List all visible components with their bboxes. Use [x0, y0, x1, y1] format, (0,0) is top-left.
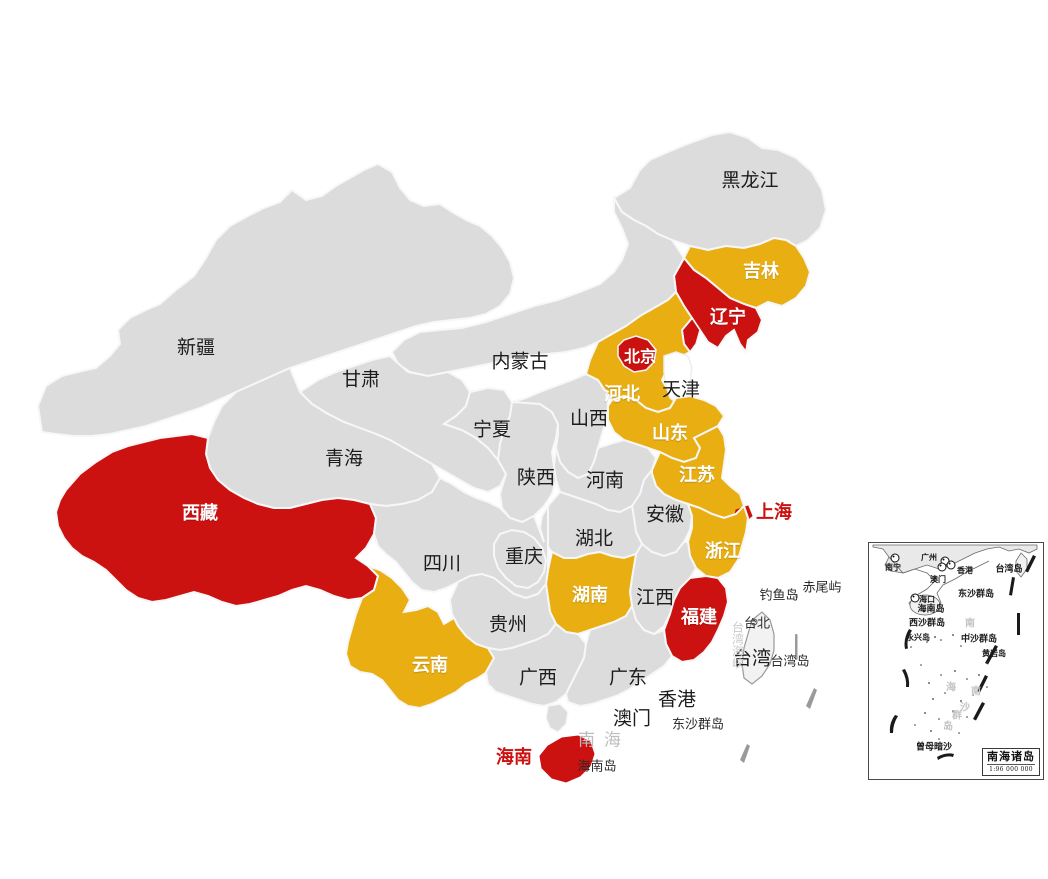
inset-watermark-dao: 岛: [943, 721, 953, 733]
province-inner-mongolia-shape[interactable]: [390, 194, 686, 378]
leizhou-peninsula-shape[interactable]: [545, 703, 569, 733]
inset-watermark-nan-2: 南: [971, 686, 981, 698]
inset-map-graphic: [872, 544, 1038, 760]
inset-title-text: 南海诸岛: [987, 750, 1035, 763]
city-dot-nanning-icon: [890, 553, 900, 563]
inset-watermark-nan-1: 南: [965, 618, 975, 630]
inset-mainland-coast: [872, 544, 1038, 574]
inset-nine-dash-line: [889, 555, 1036, 760]
inset-watermark-hai: 海: [946, 682, 956, 694]
city-dot-haikou-icon: [910, 593, 920, 603]
taiwan-island-shape[interactable]: [741, 611, 775, 685]
inset-taiwan-island: [1015, 552, 1028, 578]
inset-watermark-sha: 沙: [960, 702, 970, 714]
inset-watermark-qun: 群: [952, 710, 962, 722]
inset-title-box: 南海诸岛 1:96 000 000: [982, 748, 1040, 776]
inset-island-dots: [910, 633, 988, 740]
province-zhejiang-shape[interactable]: [686, 502, 750, 580]
city-dot-hongkong-icon: [946, 560, 956, 570]
province-guangdong-shape[interactable]: [564, 603, 674, 708]
province-chongqing-shape[interactable]: [493, 528, 548, 590]
province-beijing-shape[interactable]: [617, 335, 657, 373]
south-china-sea-inset[interactable]: 广州 南宁 香港 澳门 海口 台湾岛 东沙群岛 海南岛 西沙群岛 永兴岛 中沙群…: [868, 542, 1044, 780]
taipei-city-dot-icon: [750, 618, 758, 626]
province-shapes: [36, 130, 828, 783]
offshore-marks: [740, 595, 817, 763]
province-hainan-shape[interactable]: [539, 735, 595, 783]
city-dot-macau-icon: [937, 562, 947, 572]
inset-scale-text: 1:96 000 000: [987, 764, 1035, 773]
